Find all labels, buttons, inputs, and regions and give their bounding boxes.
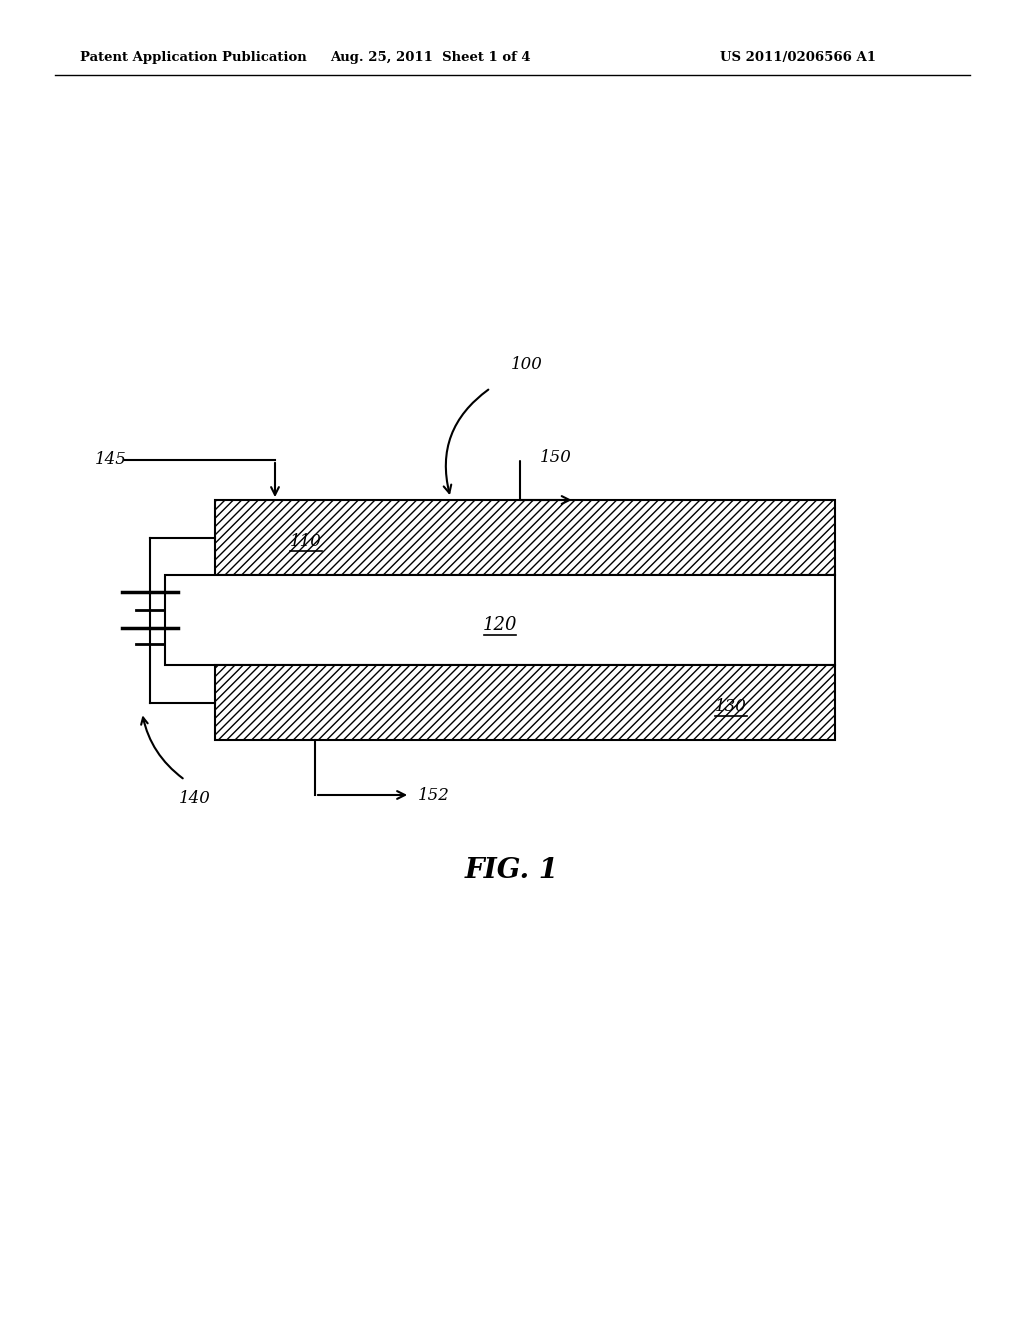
Text: 145: 145 xyxy=(95,451,127,469)
Text: US 2011/0206566 A1: US 2011/0206566 A1 xyxy=(720,51,876,65)
Text: 140: 140 xyxy=(179,789,211,807)
Bar xyxy=(215,500,835,576)
Text: 120: 120 xyxy=(482,615,517,634)
Text: FIG. 1: FIG. 1 xyxy=(465,857,559,883)
Text: 110: 110 xyxy=(290,533,322,549)
Text: Patent Application Publication: Patent Application Publication xyxy=(80,51,307,65)
Text: 100: 100 xyxy=(511,356,543,374)
Text: 130: 130 xyxy=(715,698,746,714)
Bar xyxy=(215,665,835,741)
Text: Aug. 25, 2011  Sheet 1 of 4: Aug. 25, 2011 Sheet 1 of 4 xyxy=(330,51,530,65)
Text: 152: 152 xyxy=(418,787,450,804)
Text: 150: 150 xyxy=(540,450,571,466)
Bar xyxy=(165,576,835,665)
